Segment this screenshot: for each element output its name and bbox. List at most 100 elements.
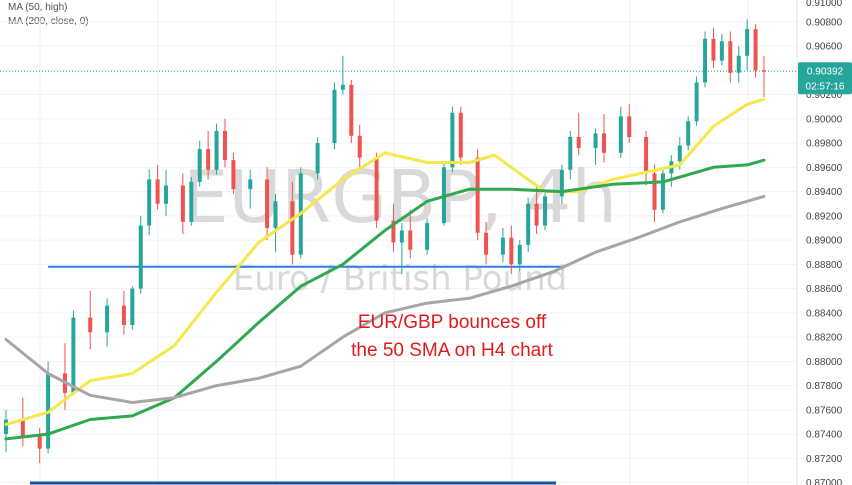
candle-up	[340, 55, 345, 95]
candle-body	[189, 181, 194, 222]
candle-body	[197, 149, 202, 182]
candle-up	[686, 116, 691, 151]
candle-body	[601, 133, 606, 153]
candle-body	[37, 436, 42, 449]
candle-up	[593, 128, 598, 165]
candle-up	[399, 223, 404, 275]
candle-body	[290, 201, 295, 255]
candle-up	[669, 155, 674, 187]
y-tick-label: 0.90800	[806, 17, 843, 28]
candle-body	[357, 135, 362, 158]
y-tick-label: 0.90000	[806, 114, 843, 125]
candle-body	[349, 84, 354, 136]
candle-body	[517, 244, 522, 265]
candle-body	[222, 130, 227, 161]
candle-up	[105, 298, 110, 347]
candle-body	[71, 317, 76, 393]
y-tick-label-partial: 0.91000	[806, 0, 843, 9]
y-tick-label: 0.87000	[806, 478, 843, 485]
candle-up	[500, 227, 505, 262]
candle-body	[500, 237, 505, 255]
candle-body	[762, 70, 766, 72]
candle-up	[660, 167, 665, 214]
candle-down	[601, 113, 606, 163]
candle-down	[652, 164, 657, 222]
candle-up	[543, 191, 548, 231]
price-axis: 0.908000.906000.904000.902000.900000.898…	[806, 0, 843, 485]
y-tick-label: 0.89200	[806, 211, 843, 222]
candle-body	[138, 225, 143, 289]
candle-body	[332, 89, 337, 144]
candle-up	[248, 169, 253, 209]
candle-up	[694, 76, 699, 127]
candle-down	[475, 149, 480, 241]
candle-up	[703, 31, 708, 88]
y-tick-label: 0.88600	[806, 284, 843, 295]
candle-body	[484, 232, 489, 255]
candle-body	[450, 112, 455, 168]
candle-down	[484, 221, 489, 265]
candle-body	[147, 179, 152, 226]
candle-up	[425, 218, 430, 255]
candle-up	[568, 130, 573, 180]
candle-body	[652, 173, 657, 210]
y-tick-label: 0.87400	[806, 430, 843, 441]
candle-body	[399, 230, 404, 243]
candle-body	[4, 419, 8, 435]
candle-up	[4, 409, 8, 453]
candle-body	[231, 160, 236, 190]
candle-body	[248, 179, 253, 190]
candle-up	[71, 310, 76, 396]
candle-down	[222, 118, 227, 168]
price-badge: 0.90392 02:57:16	[798, 62, 852, 95]
candle-body	[273, 201, 278, 228]
candle-body	[736, 55, 741, 73]
candle-down	[728, 31, 733, 83]
candle-body	[593, 133, 598, 148]
candle-body	[88, 317, 93, 333]
candle-body	[618, 116, 623, 153]
candle-down	[509, 225, 514, 275]
candle-down	[231, 152, 236, 194]
candle-up	[559, 164, 564, 204]
y-tick-label: 0.89600	[806, 163, 843, 174]
candle-down	[180, 173, 185, 235]
y-tick-label: 0.88800	[806, 260, 843, 271]
candle-body	[408, 230, 413, 250]
ma-line	[4, 194, 766, 404]
y-tick-label: 0.90600	[806, 42, 843, 53]
y-tick-label: 0.88400	[806, 308, 843, 319]
candlesticks	[4, 19, 766, 464]
candle-body	[534, 203, 539, 226]
candle-down	[762, 55, 766, 97]
candle-body	[694, 82, 699, 122]
candle-body	[543, 196, 548, 226]
moving-averages	[4, 97, 766, 441]
candle-up	[332, 82, 337, 150]
candle-down	[627, 104, 632, 144]
watermark-name: Euro / British Pound	[233, 259, 568, 299]
legend-ma50: MA (50, high)	[8, 2, 68, 13]
candle-down	[753, 24, 758, 78]
candle-body	[265, 179, 270, 228]
candle-up	[164, 169, 169, 216]
candle-up	[197, 140, 202, 187]
candle-body	[121, 305, 126, 325]
y-tick-label: 0.90200	[806, 90, 843, 101]
candle-body	[686, 121, 691, 146]
candle-up	[130, 286, 135, 330]
candle-body	[475, 157, 480, 233]
candle-down	[644, 130, 649, 186]
candle-body	[576, 137, 581, 148]
watermark-symbol: EURGBP, 4h	[183, 155, 617, 239]
candle-body	[719, 41, 724, 61]
y-tick-label: 0.87200	[806, 454, 843, 465]
grid	[0, 0, 797, 485]
candle-down	[576, 112, 581, 156]
candle-up	[147, 169, 152, 236]
candle-down	[265, 167, 270, 241]
y-tick-label: 0.89800	[806, 139, 843, 150]
candle-up	[745, 19, 750, 71]
